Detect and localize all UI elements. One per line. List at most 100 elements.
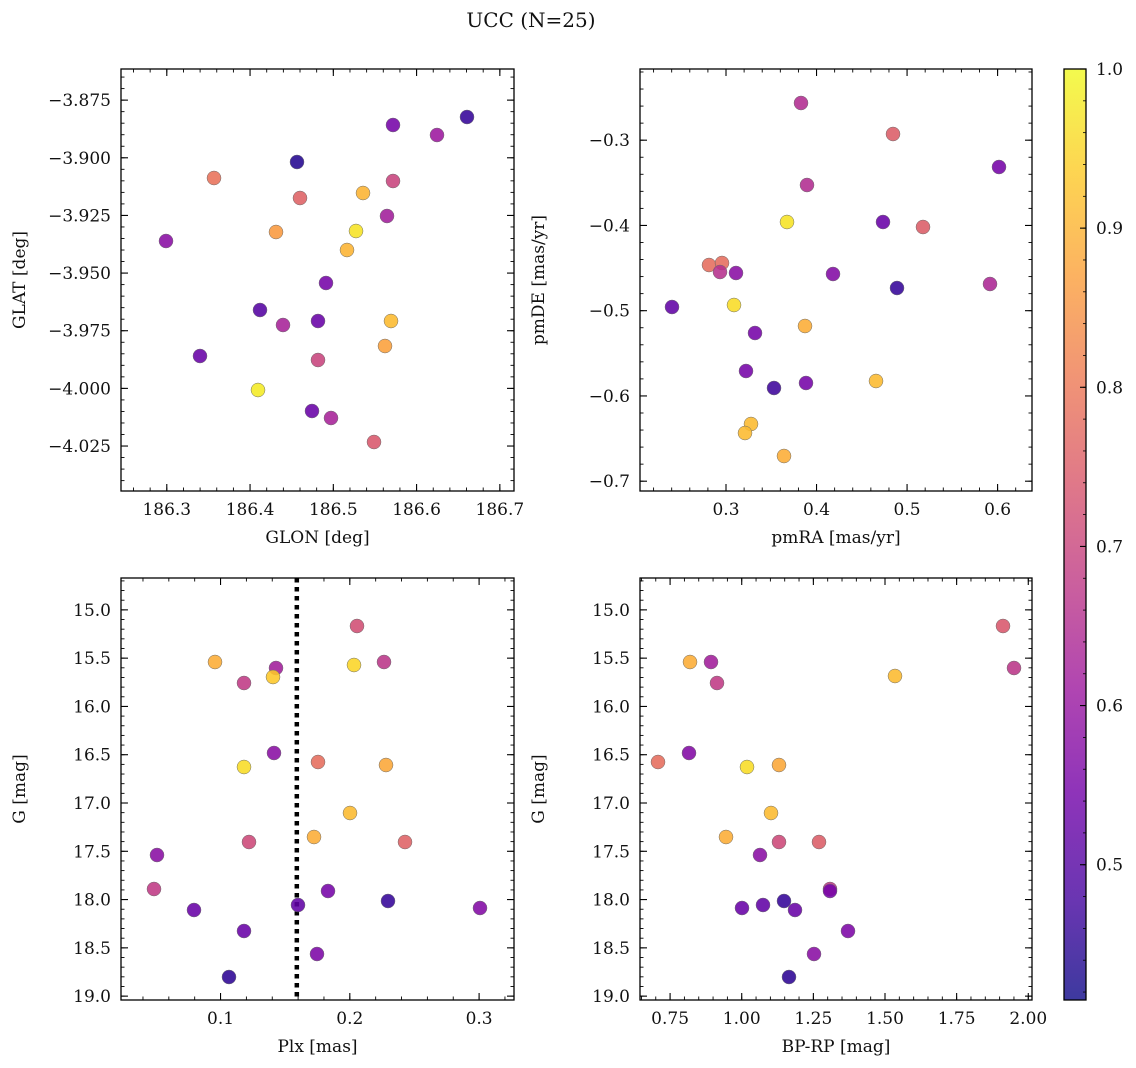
scatter-point bbox=[192, 348, 208, 364]
scatter-point bbox=[266, 745, 282, 761]
scatter-point bbox=[206, 170, 222, 186]
y-tick-label: 15.0 bbox=[73, 601, 111, 621]
scatter-point bbox=[797, 318, 813, 334]
scatter-point bbox=[787, 902, 803, 918]
scatter-point bbox=[822, 883, 838, 899]
y-tick-label: 18.5 bbox=[73, 939, 111, 959]
scatter-point bbox=[825, 266, 841, 282]
scatter-point bbox=[734, 900, 750, 916]
scatter-point bbox=[318, 275, 334, 291]
scatter-point bbox=[799, 177, 815, 193]
x-tick-label: 0.1 bbox=[207, 1009, 234, 1029]
scatter-point bbox=[385, 117, 401, 133]
x-tick-label: 186.3 bbox=[142, 500, 191, 520]
scatter-point bbox=[378, 757, 394, 773]
scatter-point bbox=[840, 923, 856, 939]
x-tick-label: 0.3 bbox=[466, 1009, 493, 1029]
scatter-point bbox=[887, 668, 903, 684]
colorbar-tick-label: 0.5 bbox=[1096, 856, 1123, 876]
scatter-point bbox=[776, 448, 792, 464]
scatter-point bbox=[739, 759, 755, 775]
scatter-point bbox=[380, 893, 396, 909]
subplot-4: 0.75 1.00 1.25 1.50 1.75 2.00 15.0 15.5 16.0 16.5… bbox=[529, 577, 1047, 1057]
y-tick-label: −3.950 bbox=[48, 264, 111, 284]
scatter-point bbox=[323, 410, 339, 426]
scatter-point bbox=[236, 759, 252, 775]
scatter-point bbox=[995, 618, 1011, 634]
x-tick-label: 0.2 bbox=[336, 1009, 363, 1029]
y-tick-label: 16.0 bbox=[592, 697, 630, 717]
axes-frame bbox=[120, 68, 515, 492]
scatter-point bbox=[885, 126, 901, 142]
scatter-point bbox=[781, 969, 797, 985]
scatter-point bbox=[459, 109, 475, 125]
scatter-point bbox=[752, 847, 768, 863]
y-tick-label: −0.7 bbox=[589, 472, 630, 492]
x-tick-label: 186.6 bbox=[392, 500, 441, 520]
scatter-point bbox=[889, 280, 905, 296]
x-tick-label: 0.6 bbox=[984, 500, 1011, 520]
scatter-point bbox=[366, 434, 382, 450]
scatter-point bbox=[290, 897, 306, 913]
y-tick-label: −3.875 bbox=[48, 91, 111, 111]
axes-frame bbox=[639, 68, 1033, 492]
scatter-point bbox=[755, 897, 771, 913]
x-tick-label: 186.5 bbox=[309, 500, 358, 520]
scatter-point bbox=[664, 299, 680, 315]
x-tick-label: 2.00 bbox=[1009, 1009, 1047, 1029]
scatter-point bbox=[252, 302, 268, 318]
scatter-point bbox=[348, 223, 364, 239]
y-tick-label: 18.0 bbox=[592, 891, 630, 911]
scatter-point bbox=[763, 805, 779, 821]
scatter-point bbox=[779, 214, 795, 230]
subplots: 186.3 186.4 186.5 186.6 186.7 −3.875 −3.900 −3.… bbox=[10, 68, 1047, 1057]
scatter-point bbox=[798, 375, 814, 391]
y-axis-label: G [mag] bbox=[529, 754, 549, 823]
scatter-point bbox=[747, 325, 763, 341]
x-tick-label: 186.4 bbox=[226, 500, 275, 520]
y-tick-label: 19.0 bbox=[73, 987, 111, 1007]
x-tick-label: 1.50 bbox=[866, 1009, 904, 1029]
y-tick-label: −0.6 bbox=[589, 387, 630, 407]
scatter-point bbox=[771, 834, 787, 850]
scatter-point bbox=[793, 95, 809, 111]
scatter-point bbox=[429, 127, 445, 143]
scatter-point bbox=[376, 654, 392, 670]
colorbar-ticks: 0.5 0.6 0.7 0.8 0.9 1.0 bbox=[1080, 60, 1123, 993]
subplot-2: 0.3 0.4 0.5 0.6 −0.3 −0.4 −0.5 −0.6 −0.7 pmRA [ma… bbox=[529, 68, 1033, 548]
scatter-point bbox=[728, 265, 744, 281]
scatter-point bbox=[355, 185, 371, 201]
scatter-point bbox=[306, 829, 322, 845]
scatter-point bbox=[915, 219, 931, 235]
scatter-point bbox=[681, 745, 697, 761]
x-tick-label: 0.3 bbox=[712, 500, 739, 520]
scatter-point bbox=[289, 154, 305, 170]
scatter-point bbox=[309, 946, 325, 962]
x-axis-label: Plx [mas] bbox=[277, 1037, 357, 1057]
x-tick-label: 1.75 bbox=[938, 1009, 976, 1029]
subplot-1: 186.3 186.4 186.5 186.6 186.7 −3.875 −3.900 −3.… bbox=[10, 68, 524, 548]
y-tick-label: 18.5 bbox=[592, 939, 630, 959]
scatter-point bbox=[292, 190, 308, 206]
scatter-point bbox=[158, 233, 174, 249]
scatter-point bbox=[186, 902, 202, 918]
colorbar-tick-label: 0.6 bbox=[1096, 697, 1123, 717]
scatter-point bbox=[146, 881, 162, 897]
scatter-point bbox=[811, 834, 827, 850]
colorbar-tick-label: 0.7 bbox=[1096, 537, 1123, 557]
axes-frame bbox=[639, 577, 1033, 1001]
y-tick-label: 18.0 bbox=[73, 891, 111, 911]
y-tick-label: 17.0 bbox=[73, 794, 111, 814]
axes-frame bbox=[120, 577, 515, 1001]
x-axis-label: pmRA [mas/yr] bbox=[771, 528, 900, 548]
scatter-point bbox=[650, 754, 666, 770]
scatter-point bbox=[310, 754, 326, 770]
scatter-point bbox=[221, 969, 237, 985]
scatter-point bbox=[472, 900, 488, 916]
scatter-point bbox=[379, 208, 395, 224]
scatter-point bbox=[265, 669, 281, 685]
colorbar-tick-label: 0.8 bbox=[1096, 378, 1123, 398]
scatter-point bbox=[991, 159, 1007, 175]
y-tick-label: 15.5 bbox=[592, 649, 630, 669]
